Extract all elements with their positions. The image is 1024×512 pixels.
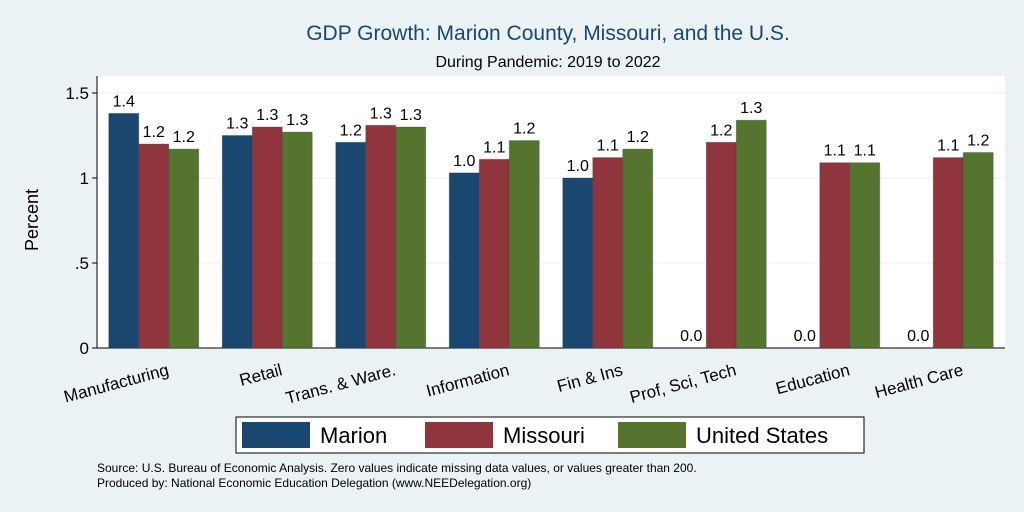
data-label: 1.1 [824,143,846,160]
data-label: 1.3 [226,116,248,133]
data-label: 1.1 [937,138,959,155]
data-label: 0.0 [907,328,929,345]
y-tick-label: 1 [80,169,89,188]
y-axis-label: Percent [22,189,42,251]
legend-label: Marion [320,423,387,448]
y-tick-label: .5 [75,254,89,273]
y-axis-ticks: 0 .5 1 1.5 [65,76,1005,358]
bar-missouri [138,143,170,349]
bar-missouri [705,141,737,349]
bar-united-states [622,148,654,349]
bar-missouri [819,162,851,349]
category-label: Fin & Ins [555,360,625,396]
data-label: 0.0 [680,328,702,345]
bar-marion [108,112,140,349]
bar-marion [448,172,480,349]
bar-missouri [932,157,964,349]
data-label: 1.0 [567,158,589,175]
data-label: 1.2 [340,122,362,139]
produced-by-note: Produced by: National Economic Education… [97,476,531,490]
bars [108,112,994,349]
bar-missouri [478,158,510,349]
data-label: 1.2 [173,129,195,146]
bar-united-states [962,152,994,349]
data-label: 1.1 [597,138,619,155]
category-label: Information [424,360,511,400]
bar-united-states [849,162,881,349]
data-label: 1.1 [483,139,505,156]
bar-united-states [735,119,767,349]
bar-united-states [168,148,200,349]
data-label: 1.3 [400,107,422,124]
chart-subtitle: During Pandemic: 2019 to 2022 [435,54,660,71]
bar-marion [562,177,594,349]
bar-united-states [395,126,427,349]
data-label: 1.1 [854,143,876,160]
data-label: 1.3 [740,100,762,117]
legend-swatch [425,422,493,448]
bar-missouri [592,157,624,349]
bar-missouri [365,124,397,349]
legend-box [235,416,865,454]
data-label: 1.2 [710,122,732,139]
bar-united-states [281,131,313,349]
bar-marion [335,141,367,349]
bar-marion [221,135,253,349]
category-label: Health Care [873,360,966,402]
category-label: Trans. & Ware. [284,360,398,408]
legend-label: Missouri [503,423,585,448]
bar-missouri [251,126,283,349]
data-label: 1.3 [256,107,278,124]
data-label: 1.3 [370,105,392,122]
bar-united-states [508,140,540,349]
legend-label: United States [696,423,828,448]
category-labels: Manufacturing Retail Trans. & Ware. Informa… [62,360,965,408]
chart-title: GDP Growth: Marion County, Missouri, and… [306,22,790,45]
y-tick-label: 0 [80,339,89,358]
data-label: 1.2 [143,124,165,141]
data-label: 1.2 [967,133,989,150]
legend-swatch [618,422,686,448]
legend: Marion Missouri United States [235,416,865,454]
data-label: 1.3 [286,112,308,129]
data-label: 1.4 [113,93,135,110]
category-label: Manufacturing [62,360,171,406]
data-labels: 1.4 1.2 1.2 1.3 1.3 1.3 1.2 1.3 1.3 1.0 1.1 1.2 1.0 1… [113,93,990,345]
category-label: Education [774,360,852,398]
legend-swatch [242,422,310,448]
source-note: Source: U.S. Bureau of Economic Analysis… [97,461,697,475]
y-tick-label: 1.5 [65,84,89,103]
data-label: 1.0 [453,153,475,170]
category-label: Prof, Sci, Tech [628,360,738,407]
data-label: 0.0 [794,328,816,345]
category-label: Retail [237,360,284,390]
data-label: 1.2 [627,129,649,146]
data-label: 1.2 [513,121,535,138]
